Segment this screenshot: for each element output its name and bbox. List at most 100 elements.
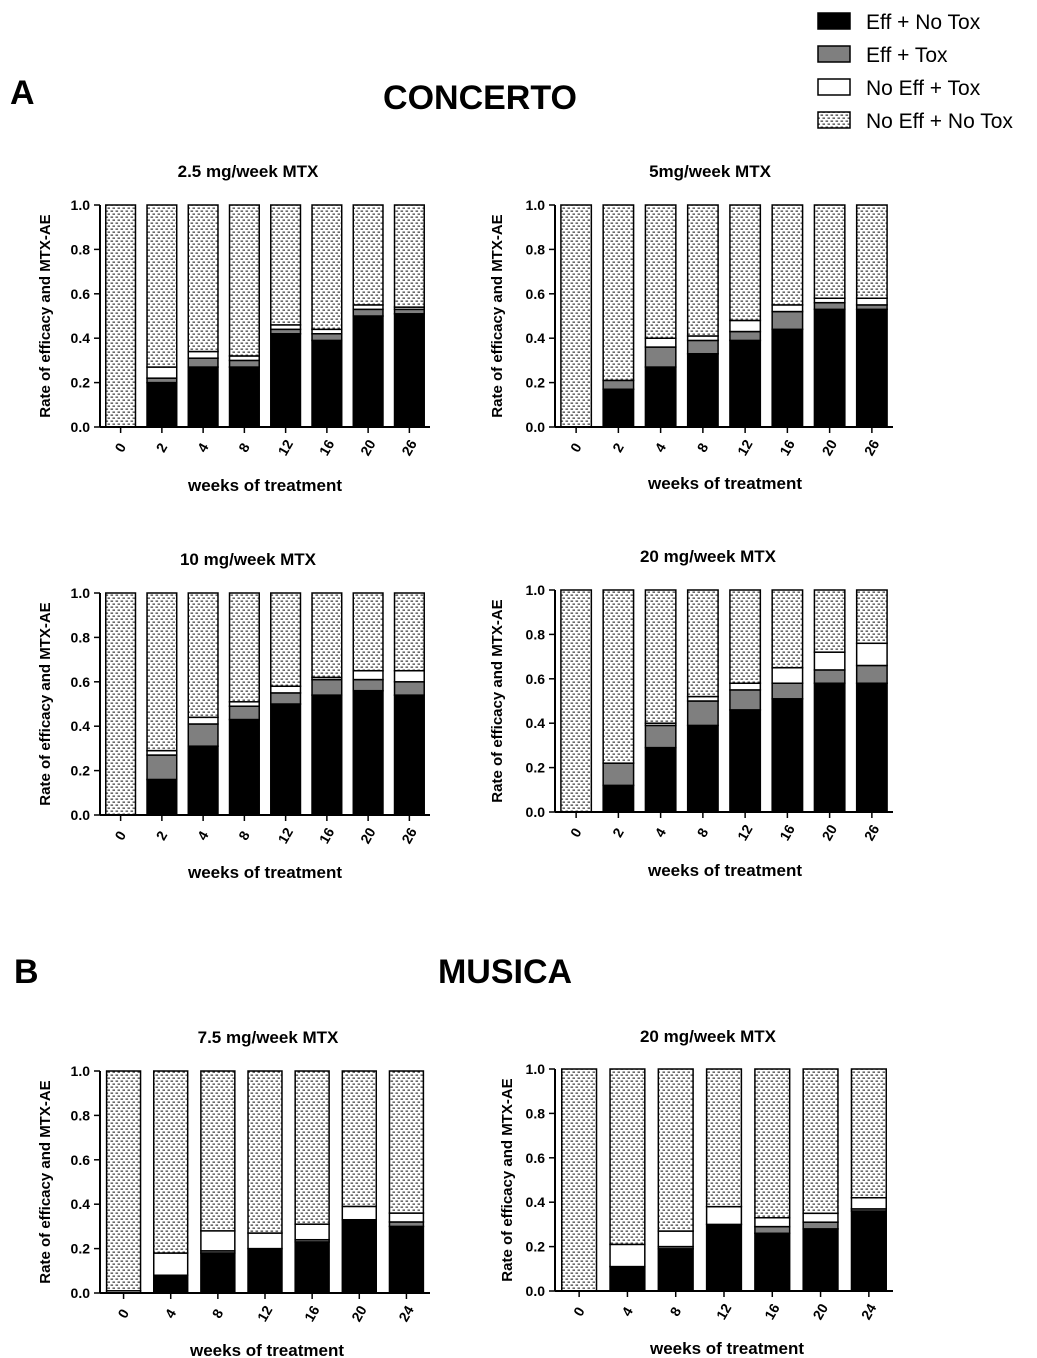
x-tick-label: 4 — [618, 1304, 636, 1319]
bar-segment-no-eff-no-tox-week-26 — [393, 204, 425, 308]
bar-segment-eff-no-tox-week-4 — [187, 745, 219, 816]
y-tick-label: 0.8 — [71, 241, 91, 257]
bar-segment-eff-no-tox-week-26 — [855, 308, 888, 428]
bar-segment-no-eff-no-tox-week-20 — [352, 592, 384, 672]
chart-panel-1: 2.5 mg/week MTX Rate of efficacy and MTX-… — [37, 162, 430, 495]
y-tick-label: 0.8 — [526, 626, 546, 642]
bar-segment-eff-tox-week-2 — [602, 379, 635, 391]
y-tick-label: 0.2 — [526, 375, 546, 391]
bar-segment-no-eff-tox-week-4 — [644, 337, 677, 348]
bar-segment-eff-no-tox-week-12 — [729, 339, 762, 428]
section-title-concerto: CONCERTO — [383, 79, 577, 117]
x-tick-label: 16 — [316, 825, 338, 847]
bar-segment-eff-no-tox-week-2 — [602, 784, 635, 813]
bar-segment-eff-no-tox-week-16 — [311, 339, 343, 428]
bar-segment-no-eff-no-tox-week-8 — [200, 1070, 236, 1232]
bar-segment-eff-no-tox-week-12 — [270, 333, 302, 428]
bar-segment-no-eff-no-tox-week-16 — [311, 204, 343, 331]
bar-segment-eff-no-tox-week-20 — [352, 315, 384, 428]
y-tick-label: 0.4 — [526, 715, 546, 731]
bar-segment-no-eff-tox-week-12 — [729, 319, 762, 333]
bar-segment-no-eff-no-tox-week-20 — [813, 589, 846, 653]
section-title-musica: MUSICA — [438, 953, 572, 991]
bar-segment-eff-no-tox-week-12 — [247, 1247, 283, 1294]
bar-segment-no-eff-no-tox-week-0 — [105, 204, 137, 428]
x-tick-label: 2 — [153, 828, 171, 843]
x-tick-label: 16 — [761, 1301, 783, 1323]
x-tick-label: 20 — [348, 1303, 370, 1325]
bar-segment-eff-tox-week-8 — [228, 359, 260, 368]
chart-panel-4: 20 mg/week MTX Rate of efficacy and MTX-A… — [489, 547, 893, 880]
chart-title: 7.5 mg/week MTX — [198, 1028, 339, 1047]
bar-segment-no-eff-no-tox-week-16 — [294, 1070, 330, 1225]
x-tick-label: 26 — [398, 437, 420, 459]
y-tick-label: 1.0 — [526, 1061, 546, 1077]
x-tick-label: 20 — [809, 1301, 831, 1323]
x-tick-label: 4 — [194, 828, 212, 843]
bar-segment-eff-tox-week-20 — [352, 678, 384, 692]
y-tick-label: 0.8 — [71, 1107, 91, 1123]
bar-segment-eff-tox-week-20 — [802, 1221, 839, 1230]
chart-panel-5: 7.5 mg/week MTX Rate of efficacy and MTX-… — [37, 1028, 430, 1358]
legend-swatch-eff-no-tox — [817, 12, 851, 30]
x-tick-label: 26 — [398, 825, 420, 847]
y-tick-label: 0.0 — [71, 419, 91, 435]
bar-segment-eff-tox-week-12 — [729, 330, 762, 342]
x-tick-label: 12 — [713, 1301, 735, 1323]
bar-segment-eff-no-tox-week-16 — [311, 694, 343, 816]
y-tick-label: 0.0 — [71, 807, 91, 823]
bar-segment-no-eff-no-tox-week-26 — [855, 589, 888, 645]
bar-segment-no-eff-tox-week-2 — [146, 366, 178, 379]
bar-segment-eff-no-tox-week-20 — [802, 1228, 839, 1292]
bar-segment-no-eff-tox-week-8 — [657, 1230, 694, 1248]
chart-panel-6: 20 mg/week MTX Rate of efficacy and MTX-A… — [499, 1027, 893, 1358]
bar-segment-eff-no-tox-week-12 — [270, 703, 302, 816]
bar-segment-no-eff-no-tox-week-20 — [813, 204, 846, 299]
bar-segment-eff-tox-week-16 — [754, 1225, 791, 1235]
bar-segment-no-eff-tox-week-20 — [813, 651, 846, 671]
bar-segment-eff-no-tox-week-8 — [228, 718, 260, 816]
bar-segment-no-eff-tox-week-20 — [341, 1205, 378, 1221]
x-tick-label: 12 — [274, 825, 296, 847]
bar-segment-no-eff-no-tox-week-8 — [228, 592, 260, 703]
bar-segment-eff-no-tox-week-26 — [393, 313, 425, 428]
x-axis-label: weeks of treatment — [649, 1339, 804, 1358]
x-tick-label: 20 — [357, 825, 379, 847]
bar-segment-no-eff-no-tox-week-16 — [754, 1068, 791, 1219]
y-tick-label: 0.2 — [71, 1241, 91, 1257]
legend-label-no-eff-tox: No Eff + Tox — [866, 77, 981, 100]
bar-segment-eff-tox-week-8 — [686, 339, 719, 355]
bar-segment-eff-tox-week-2 — [146, 754, 178, 781]
legend-item-no-eff-no-tox: No Eff + No Tox — [817, 110, 1013, 133]
bar-segment-no-eff-no-tox-week-24 — [388, 1070, 425, 1214]
chart-title: 2.5 mg/week MTX — [178, 162, 319, 181]
x-tick-label: 2 — [153, 440, 171, 455]
y-axis-label: Rate of efficacy and MTX-AE — [489, 599, 506, 802]
y-tick-label: 0.4 — [71, 1196, 91, 1212]
legend-item-no-eff-tox: No Eff + Tox — [817, 77, 981, 100]
section-letter-a: A — [10, 74, 35, 112]
x-axis-label: weeks of treatment — [189, 1341, 344, 1358]
bar-segment-no-eff-tox-week-12 — [705, 1205, 743, 1226]
legend-item-eff-no-tox: Eff + No Tox — [817, 11, 981, 34]
bar-segment-eff-no-tox-week-8 — [657, 1248, 694, 1292]
bar-segment-eff-no-tox-week-4 — [187, 366, 219, 428]
legend-swatch-no-eff-no-tox — [817, 111, 851, 129]
y-axis-label: Rate of efficacy and MTX-AE — [37, 1080, 54, 1283]
y-tick-label: 0.6 — [526, 286, 546, 302]
x-tick-label: 24 — [395, 1303, 417, 1325]
y-tick-label: 0.6 — [526, 1150, 546, 1166]
bar-segment-eff-no-tox-week-8 — [686, 724, 719, 813]
y-tick-label: 0.2 — [71, 375, 91, 391]
x-tick-label: 26 — [861, 822, 883, 844]
bar-segment-no-eff-no-tox-week-2 — [602, 204, 635, 382]
bar-segment-no-eff-tox-week-12 — [270, 685, 302, 694]
bar-segment-no-eff-tox-week-26 — [393, 669, 425, 683]
y-tick-label: 0.8 — [526, 241, 546, 257]
bar-segment-no-eff-tox-week-16 — [754, 1216, 791, 1228]
bar-segment-eff-no-tox-week-2 — [146, 381, 178, 428]
bar-segment-no-eff-tox-week-4 — [187, 350, 219, 359]
bar-segment-no-eff-tox-week-4 — [609, 1243, 646, 1268]
x-tick-label: 8 — [667, 1304, 685, 1319]
x-tick-label: 20 — [357, 437, 379, 459]
